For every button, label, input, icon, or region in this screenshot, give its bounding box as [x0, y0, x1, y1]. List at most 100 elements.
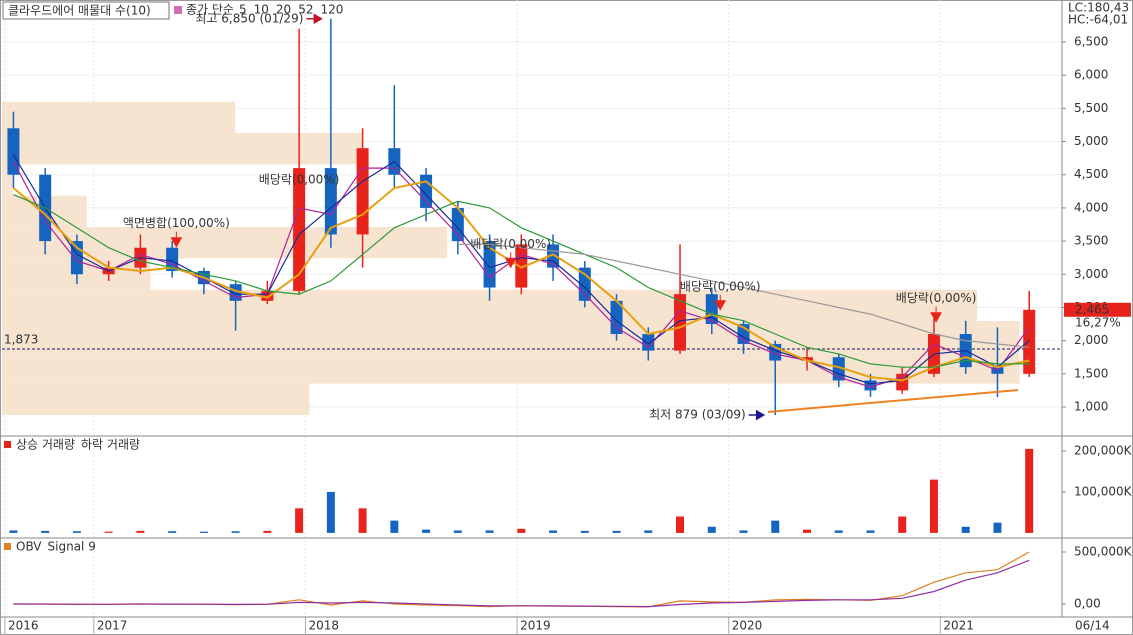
annotation-arrow [714, 294, 727, 311]
volume-bar [834, 530, 843, 533]
y-tick-label: 2,000 [1074, 333, 1108, 347]
y-tick-label: 3,500 [1074, 234, 1108, 248]
annotation: 최고 6,850 (01/29) [195, 11, 303, 25]
volume-bar [485, 530, 494, 533]
candle-body [864, 380, 877, 391]
volume-bar [104, 531, 113, 533]
y-tick-label: 4,500 [1074, 167, 1108, 181]
legend-swatch [4, 441, 11, 448]
legend-swatch [4, 543, 11, 550]
x-tick-label: 2018 [308, 619, 339, 633]
y-tick-label: 200,000K [1074, 443, 1133, 457]
moving-average [13, 194, 1030, 368]
volume-bar [1025, 448, 1034, 533]
volume-bar [993, 522, 1002, 533]
volume-bar [295, 508, 304, 533]
volume-profile-bar [2, 320, 1020, 353]
y-tick-label: 6,000 [1074, 68, 1108, 82]
volume-bar [707, 526, 716, 533]
volume-bar [580, 530, 589, 533]
volume-bar [326, 491, 335, 533]
candle-body [420, 174, 433, 208]
y-tick-label: 1,500 [1074, 366, 1108, 380]
annotation: 배당락(0,00%) [896, 291, 977, 305]
legend-entry: 20 [276, 3, 291, 17]
y-tick-label: 100,000K [1074, 484, 1133, 498]
candle-body [166, 247, 179, 271]
candle-body [7, 128, 20, 175]
volume-profile-bar [2, 352, 1020, 384]
label-layer: 1,0001,5002,0002,5003,0003,5004,0004,500… [4, 1, 1133, 635]
volume-bar [453, 530, 462, 533]
volume-bar [802, 529, 811, 533]
y-tick-label: 5,000 [1074, 134, 1108, 148]
data-layer [7, 18, 1036, 608]
title-box [2, 1, 170, 20]
candle-body [451, 207, 464, 242]
legend-swatch [174, 6, 182, 14]
y-tick-label: 3,000 [1074, 267, 1108, 281]
status-label: LC:180,43 [1068, 1, 1129, 15]
x-tick-label: 2021 [943, 619, 974, 633]
volume-bar [517, 528, 526, 533]
candle-body [610, 300, 623, 334]
volume-bar [41, 530, 50, 533]
y-tick-label: 0,00 [1074, 597, 1101, 611]
legend-label: 종가 단순 [186, 3, 234, 17]
volume-bar [866, 530, 875, 533]
volume-bar [231, 531, 240, 533]
background-layer [2, 0, 1062, 617]
volume-bar [263, 530, 272, 533]
candle-body [642, 333, 655, 351]
y-tick-label: 6,500 [1074, 35, 1108, 49]
volume-profile-bar [2, 164, 13, 196]
candle-body [261, 290, 274, 301]
legend-entry: 10 [254, 3, 269, 17]
indicator-line [13, 559, 1030, 608]
volume-bar [612, 530, 621, 533]
y-tick-label: 500,000K [1074, 545, 1133, 559]
legend-entry: 52 [298, 3, 313, 17]
volume-bar [72, 531, 81, 533]
candle-body [1023, 309, 1036, 374]
last-change: 16,27% [1075, 315, 1121, 329]
annotation: 액면병합(100,00%) [123, 216, 230, 230]
volume-bar [422, 529, 431, 533]
annotation-arrow [293, 187, 305, 204]
chart-title: 클라우드에어 매물대 수(10) [8, 4, 151, 18]
volume-bar [961, 526, 970, 533]
legend-entry: 120 [320, 3, 343, 17]
last-price: 2,465 [1075, 302, 1109, 316]
annotation: 배당락(0,00%) [680, 279, 761, 293]
volume-bar [390, 520, 399, 533]
x-tick-label: 2017 [97, 619, 128, 633]
candle-body [293, 168, 306, 291]
volume-profile-bar [2, 133, 363, 165]
volume-bar [549, 530, 558, 533]
legend-entry: 5 [239, 3, 247, 17]
candle-body [70, 241, 83, 275]
moving-average [12, 154, 1030, 385]
status-label: HC:-64,01 [1068, 13, 1128, 27]
candle-body [800, 357, 813, 361]
volume-profile-bar [2, 101, 236, 134]
candle-body [705, 294, 718, 325]
annotation: 배당락(0,00%) [470, 237, 551, 251]
x-tick-label: 2016 [8, 619, 39, 633]
y-tick-label: 5,500 [1074, 101, 1108, 115]
candle-body [356, 148, 369, 235]
annotation: 배당락(0,00%) [259, 172, 340, 186]
annotation-arrow [170, 231, 183, 248]
reference-label: 1,873 [4, 333, 38, 347]
volume-bar [771, 520, 780, 533]
annotation-arrow [930, 306, 942, 323]
candle-body [324, 168, 337, 235]
moving-average [12, 180, 1030, 382]
legend-entry: 상승 거래량 [16, 438, 75, 452]
legend-entry: 하락 거래량 [81, 438, 140, 452]
volume-bar [358, 508, 367, 533]
volume-bar [199, 531, 208, 533]
volume-profile-bar [2, 383, 310, 415]
annotation-arrow [748, 409, 766, 421]
